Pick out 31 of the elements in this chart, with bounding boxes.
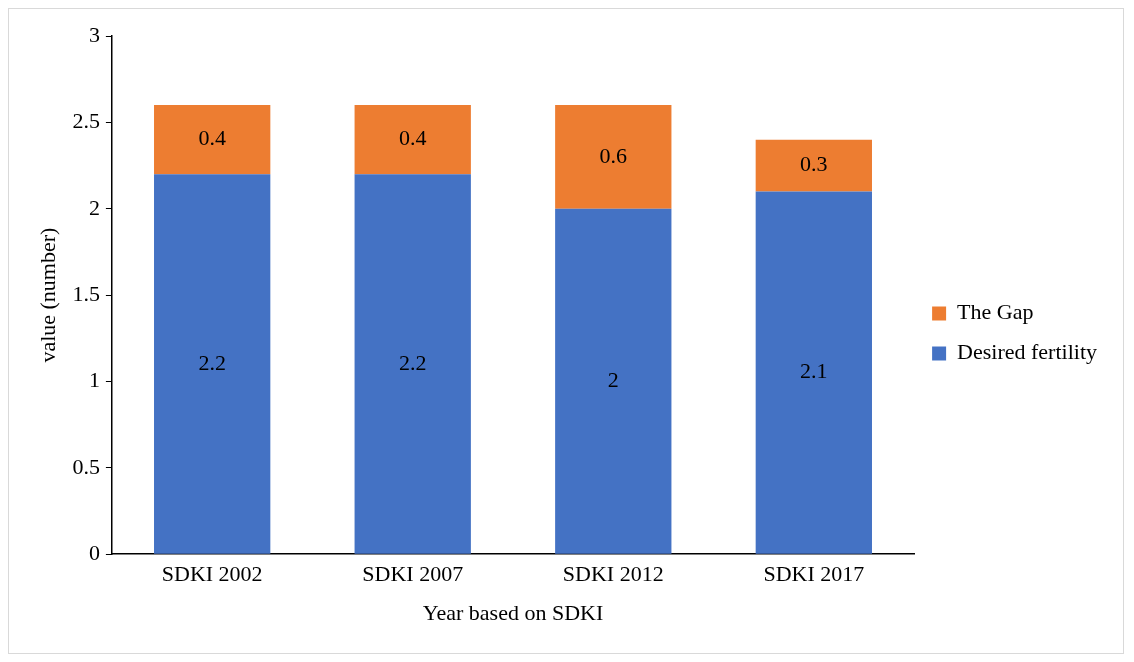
data-label: 2.2 — [398, 349, 427, 375]
data-label: 0.4 — [398, 125, 427, 151]
bar — [154, 105, 271, 175]
bar — [354, 105, 471, 175]
bar — [354, 174, 471, 554]
data-label: 2.1 — [800, 358, 828, 384]
x-tick-label: SDKI 2012 — [562, 561, 664, 587]
x-tick-label: SDKI 2017 — [763, 561, 865, 587]
data-label: 2 — [607, 367, 619, 392]
data-label: 2.2 — [198, 349, 226, 375]
bar — [555, 105, 672, 209]
x-axis-title: Year based on SDKI — [422, 599, 604, 625]
y-tick-label: 1.5 — [72, 280, 100, 306]
y-tick-label: 2.5 — [72, 108, 100, 134]
legend-label: Desired fertility — [957, 339, 1098, 365]
x-tick-label: SDKI 2002 — [161, 561, 263, 587]
data-label: 0.4 — [198, 125, 226, 151]
y-tick-label: 2 — [88, 194, 100, 220]
y-axis-title: value (number) — [34, 227, 60, 363]
bar — [755, 191, 872, 554]
bar — [755, 139, 872, 192]
y-tick-label: 3 — [88, 21, 100, 47]
x-tick-label: SDKI 2007 — [362, 561, 464, 587]
bar — [555, 208, 672, 554]
y-tick-label: 1 — [88, 367, 100, 393]
y-tick-label: 0 — [88, 539, 100, 565]
y-tick-label: 0.5 — [72, 453, 100, 479]
data-label: 0.6 — [599, 142, 628, 168]
data-label: 0.3 — [800, 151, 828, 177]
legend-label: The Gap — [957, 299, 1034, 325]
bar — [154, 174, 271, 554]
